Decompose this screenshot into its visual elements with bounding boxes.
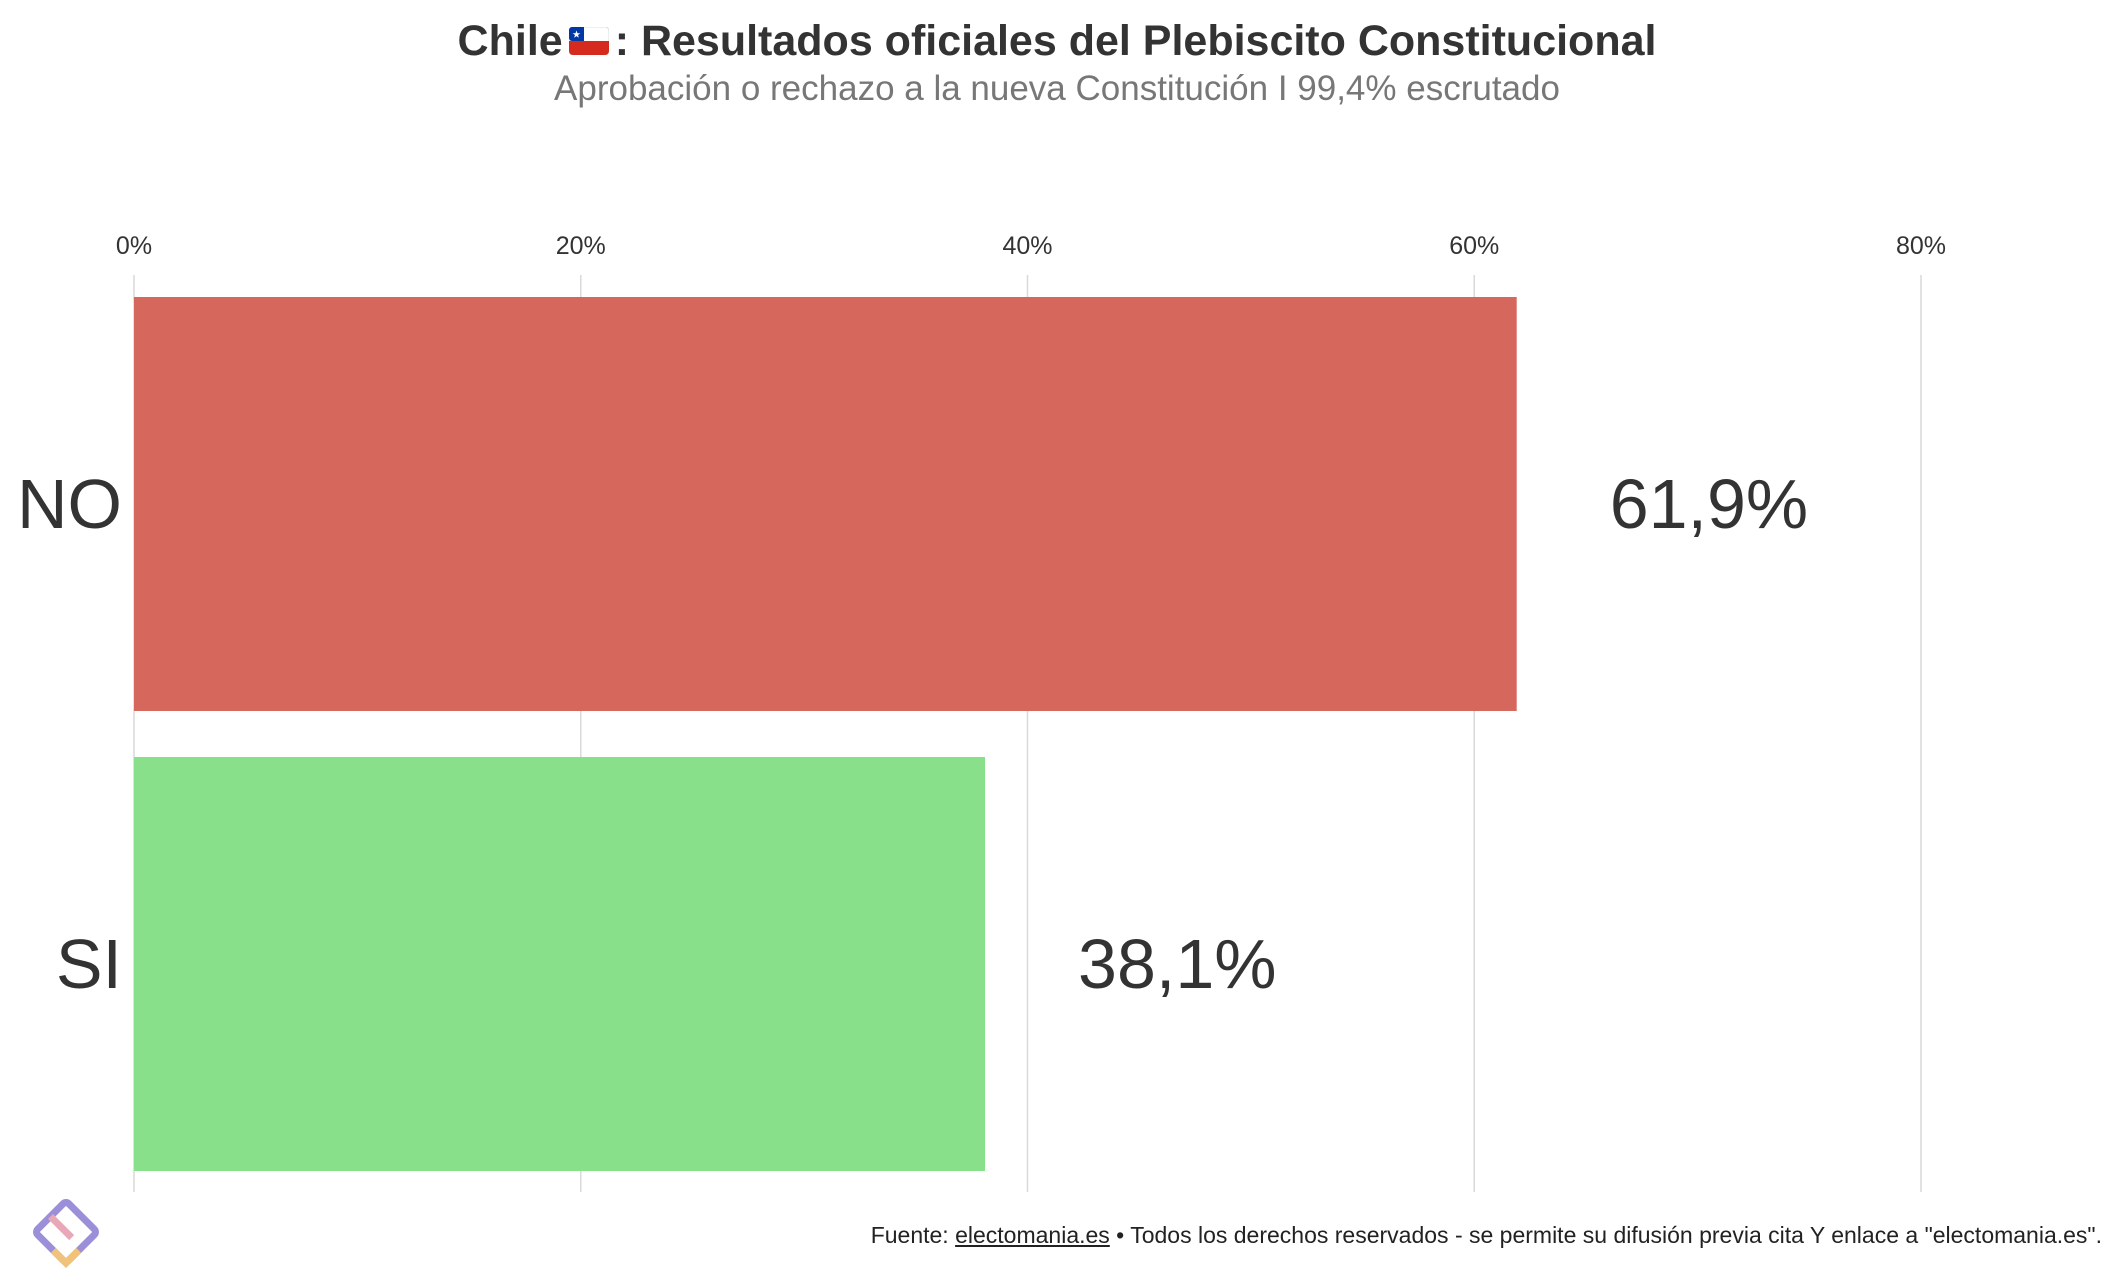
bars [134, 297, 1517, 1171]
x-tick-label: 60% [1449, 232, 1499, 260]
electomania-logo-icon[interactable] [30, 1196, 102, 1268]
chart-title: Chile : Resultados oficiales del Plebisc… [458, 14, 1657, 68]
category-label: NO [17, 465, 122, 543]
chart-subtitle: Aprobación o rechazo a la nueva Constitu… [554, 69, 1560, 108]
x-tick-label: 20% [556, 232, 606, 260]
category-labels: NO SI [17, 465, 122, 1003]
x-tick-label: 0% [116, 232, 152, 260]
value-label: 38,1% [1078, 925, 1276, 1003]
source-rest: • Todos los derechos reservados - se per… [1109, 1222, 2102, 1248]
title-prefix: Chile [457, 17, 563, 65]
x-tick-label: 40% [1002, 232, 1052, 260]
bar-si [134, 757, 986, 1171]
title-suffix: : Resultados oficiales del Plebiscito Co… [614, 17, 1657, 65]
value-labels: 61,9% 38,1% [1078, 465, 1808, 1003]
x-axis-ticks: 0% 20% 40% 60% 80% [116, 232, 1946, 260]
bar-no [134, 297, 1517, 711]
value-label: 61,9% [1610, 465, 1808, 543]
source-footer: Fuente: electomania.es • Todos los derec… [871, 1222, 2102, 1249]
source-link[interactable]: electomania.es [955, 1222, 1110, 1248]
chart-header: Chile : Resultados oficiales del Plebisc… [0, 14, 2114, 110]
source-prefix: Fuente: [870, 1222, 956, 1248]
chile-flag-icon [568, 27, 609, 55]
category-label: SI [56, 925, 122, 1003]
x-tick-label: 80% [1896, 232, 1946, 260]
